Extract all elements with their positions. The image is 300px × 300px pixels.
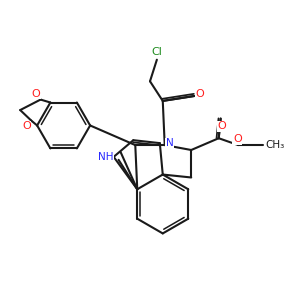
- Text: O: O: [217, 122, 226, 131]
- Text: CH₃: CH₃: [265, 140, 284, 150]
- Text: O: O: [22, 122, 31, 131]
- Text: N: N: [166, 138, 173, 148]
- Text: O: O: [31, 89, 40, 99]
- Text: O: O: [233, 134, 242, 144]
- Text: O: O: [196, 89, 204, 99]
- Text: NH: NH: [98, 152, 114, 162]
- Text: Cl: Cl: [152, 47, 162, 57]
